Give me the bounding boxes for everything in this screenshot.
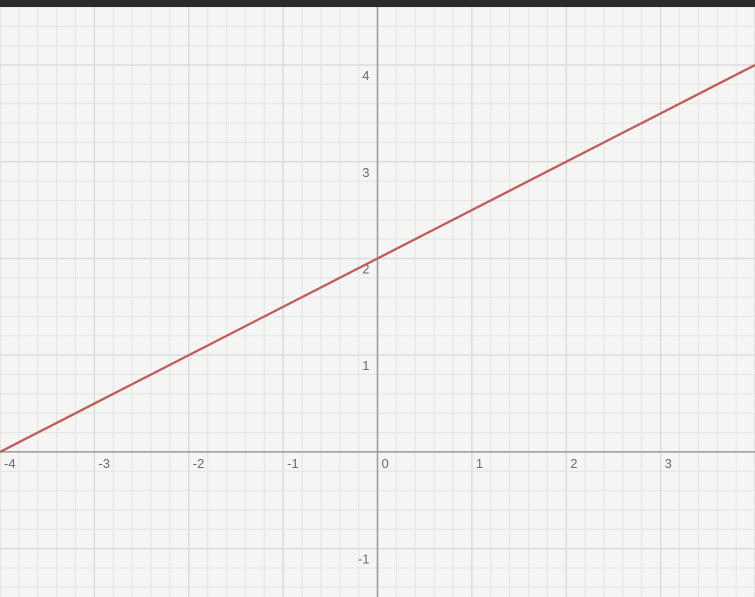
y-tick-label: 4 (362, 68, 369, 83)
line-chart: -4-3-2-101234-11234 (0, 0, 755, 597)
x-tick-label: -2 (193, 456, 205, 471)
x-tick-label: 1 (476, 456, 483, 471)
plot-area: -4-3-2-101234-11234 (0, 0, 755, 597)
x-tick-label: 0 (382, 456, 389, 471)
x-tick-label: 3 (665, 456, 672, 471)
x-tick-label: 2 (570, 456, 577, 471)
x-tick-label: -1 (287, 456, 299, 471)
window-top-bar (0, 0, 755, 7)
y-tick-label: -1 (358, 552, 370, 567)
x-tick-label: -3 (98, 456, 110, 471)
y-tick-label: 3 (362, 165, 369, 180)
x-tick-label: -4 (4, 456, 16, 471)
y-tick-label: 1 (362, 358, 369, 373)
